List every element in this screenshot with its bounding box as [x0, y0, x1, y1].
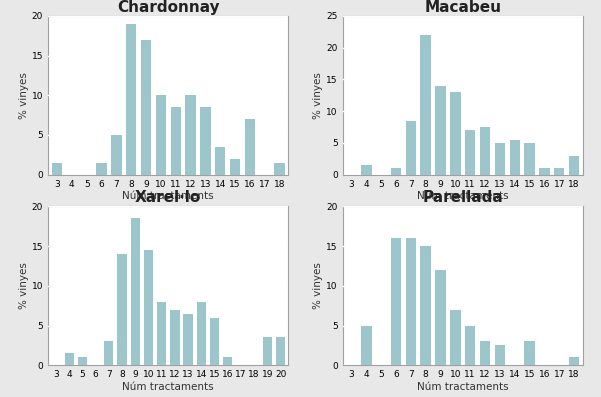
X-axis label: Núm tractaments: Núm tractaments: [123, 382, 214, 392]
Bar: [117, 254, 127, 365]
Title: Chardonnay: Chardonnay: [117, 0, 219, 15]
Y-axis label: % vinyes: % vinyes: [19, 72, 29, 119]
Bar: [495, 143, 505, 175]
Bar: [276, 337, 285, 365]
Bar: [524, 341, 535, 365]
Bar: [156, 95, 166, 175]
Bar: [465, 326, 475, 365]
Bar: [126, 24, 136, 175]
X-axis label: Núm tractaments: Núm tractaments: [123, 191, 214, 201]
Bar: [421, 246, 431, 365]
Bar: [263, 337, 272, 365]
Bar: [130, 218, 140, 365]
Bar: [96, 163, 107, 175]
Bar: [435, 86, 446, 175]
Bar: [450, 310, 460, 365]
Bar: [450, 92, 460, 175]
Bar: [480, 127, 490, 175]
Title: Macabeu: Macabeu: [424, 0, 501, 15]
Bar: [144, 250, 153, 365]
Bar: [185, 95, 196, 175]
Bar: [480, 341, 490, 365]
Title: Parellada: Parellada: [423, 190, 503, 205]
Bar: [569, 156, 579, 175]
Bar: [275, 163, 285, 175]
Y-axis label: % vinyes: % vinyes: [19, 262, 29, 309]
X-axis label: Núm tractaments: Núm tractaments: [417, 191, 508, 201]
Bar: [104, 341, 114, 365]
Bar: [495, 345, 505, 365]
Bar: [465, 130, 475, 175]
Bar: [200, 107, 210, 175]
Bar: [539, 168, 549, 175]
Y-axis label: % vinyes: % vinyes: [314, 262, 323, 309]
Bar: [183, 314, 193, 365]
Bar: [171, 107, 181, 175]
Bar: [64, 353, 74, 365]
Bar: [406, 121, 416, 175]
Bar: [421, 35, 431, 175]
Bar: [361, 326, 371, 365]
Bar: [78, 357, 87, 365]
Bar: [111, 135, 121, 175]
Bar: [406, 238, 416, 365]
Bar: [361, 165, 371, 175]
Bar: [391, 168, 401, 175]
Title: Xarel·lo: Xarel·lo: [135, 190, 201, 205]
Bar: [245, 119, 255, 175]
X-axis label: Núm tractaments: Núm tractaments: [417, 382, 508, 392]
Y-axis label: % vinyes: % vinyes: [314, 72, 323, 119]
Bar: [391, 238, 401, 365]
Bar: [170, 310, 180, 365]
Bar: [230, 159, 240, 175]
Bar: [510, 140, 520, 175]
Bar: [197, 302, 206, 365]
Bar: [554, 168, 564, 175]
Bar: [215, 147, 225, 175]
Bar: [157, 302, 166, 365]
Bar: [435, 270, 446, 365]
Bar: [52, 163, 62, 175]
Bar: [141, 40, 151, 175]
Bar: [524, 143, 535, 175]
Bar: [569, 357, 579, 365]
Bar: [223, 357, 233, 365]
Bar: [210, 318, 219, 365]
